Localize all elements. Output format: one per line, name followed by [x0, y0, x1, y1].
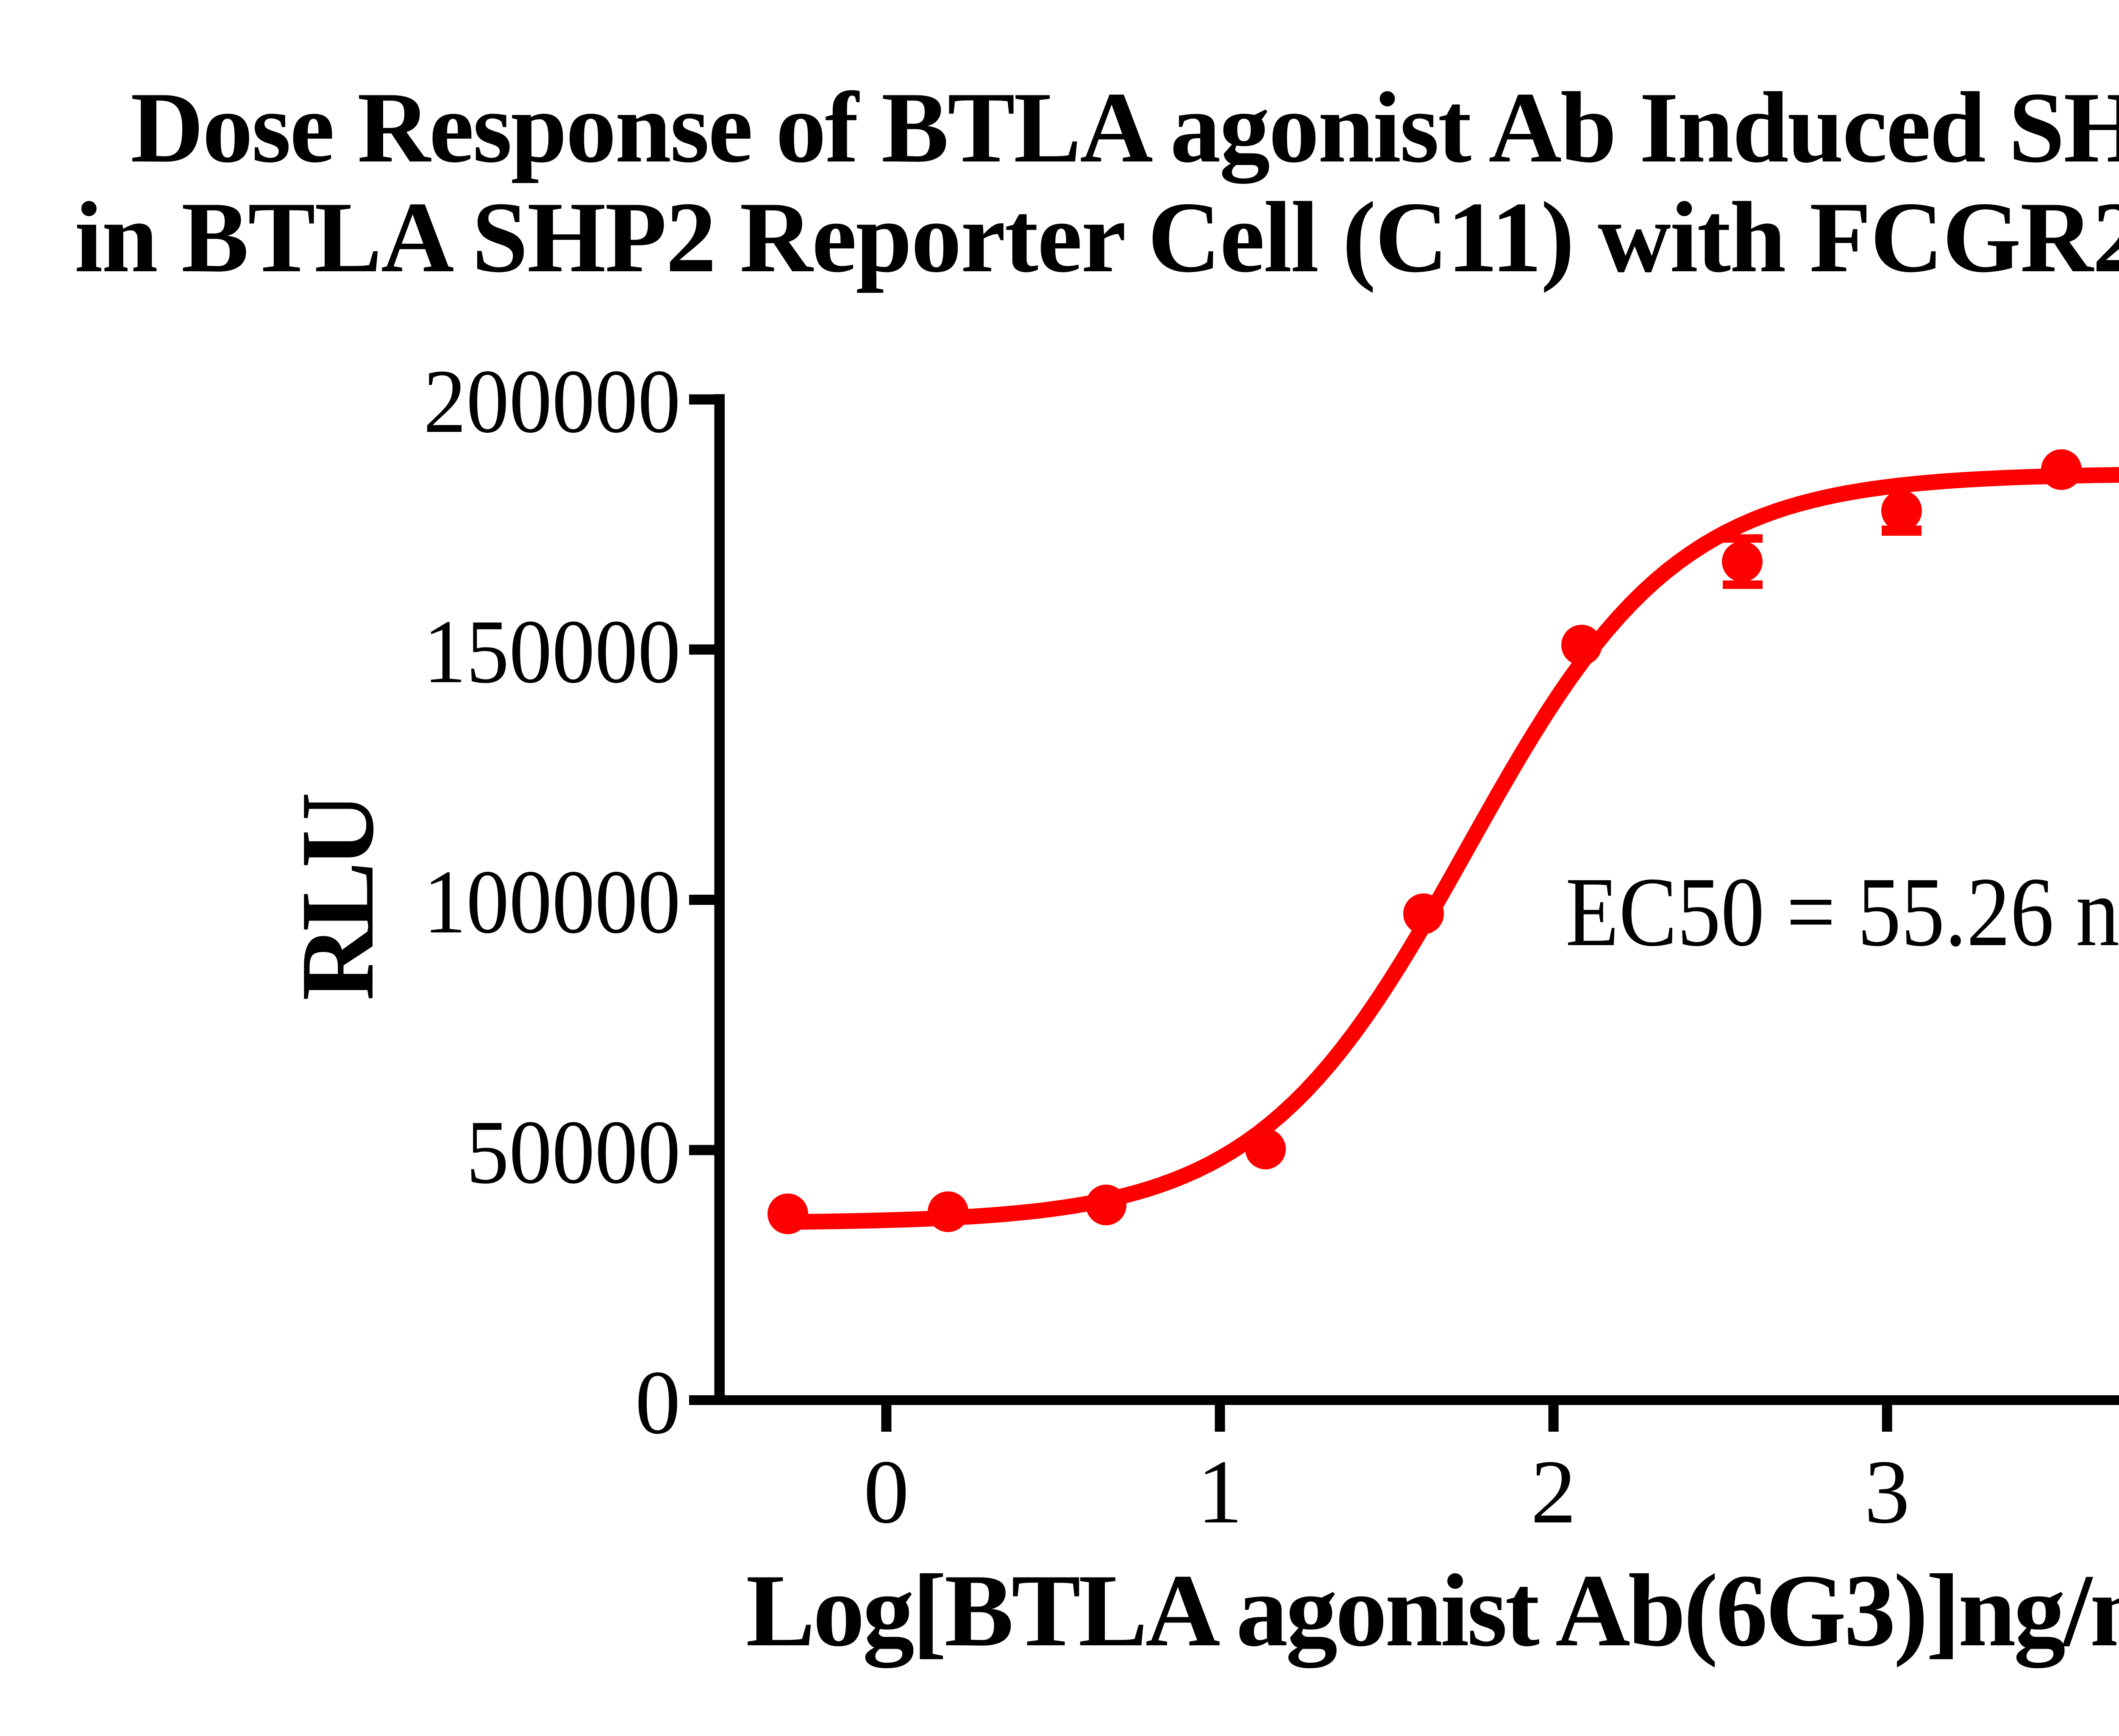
- svg-text:Dose Response of BTLA agonist: Dose Response of BTLA agonist Ab Induced…: [131, 71, 2119, 184]
- svg-text:3: 3: [1864, 1441, 1910, 1542]
- svg-text:in BTLA SHP2 Reporter Cell (C1: in BTLA SHP2 Reporter Cell (C11) with FC…: [75, 181, 2119, 293]
- svg-text:0: 0: [864, 1441, 909, 1542]
- svg-text:1: 1: [1197, 1441, 1243, 1542]
- svg-text:2: 2: [1531, 1441, 1577, 1542]
- svg-text:100000: 100000: [423, 851, 681, 952]
- svg-text:200000: 200000: [423, 351, 681, 452]
- svg-text:Log[BTLA agonist Ab(6G3)]ng/ml: Log[BTLA agonist Ab(6G3)]ng/ml: [746, 1553, 2119, 1668]
- svg-text:RLU: RLU: [280, 792, 395, 1001]
- svg-text:0: 0: [635, 1352, 681, 1453]
- svg-text:EC50 = 55.26 ng/ml: EC50 = 55.26 ng/ml: [1566, 857, 2119, 967]
- svg-text:50000: 50000: [466, 1102, 681, 1203]
- svg-text:150000: 150000: [423, 601, 681, 702]
